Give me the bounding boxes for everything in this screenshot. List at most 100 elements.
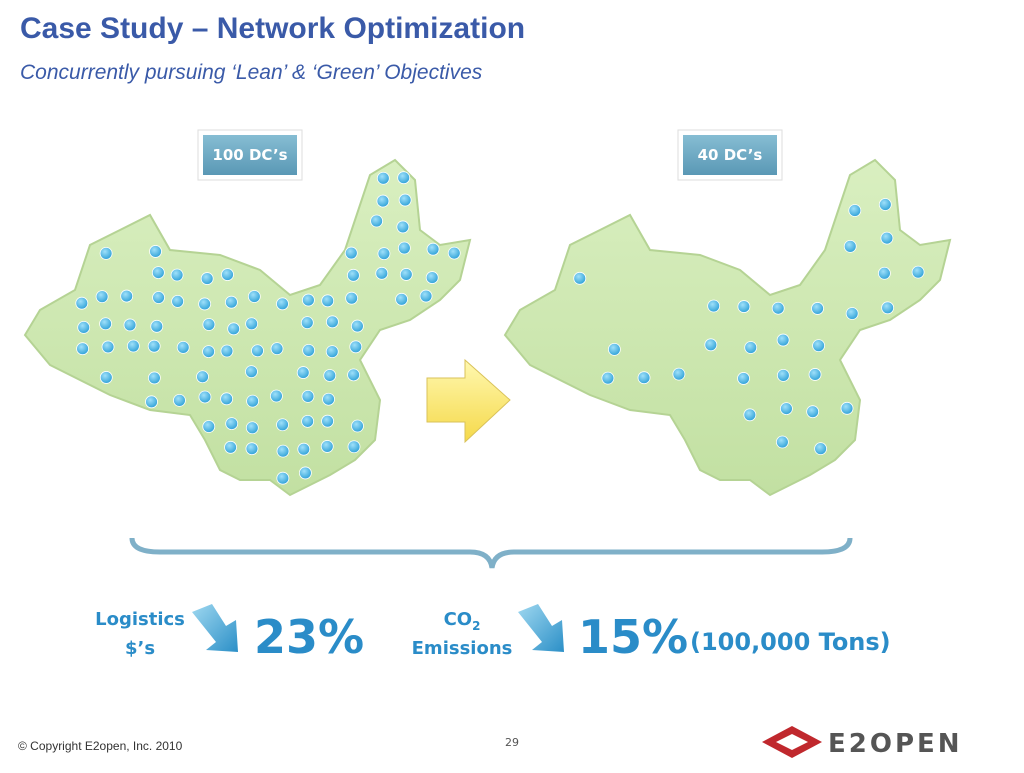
dc-dot	[573, 271, 587, 285]
dc-dot	[120, 289, 134, 303]
dc-dot	[151, 266, 165, 279]
down-arrow	[192, 604, 238, 652]
dc-dot	[220, 344, 234, 358]
dc-dot	[176, 340, 190, 354]
dc-dot	[224, 440, 237, 454]
co2-label: Emissions	[412, 638, 513, 659]
dc-dot	[302, 343, 316, 357]
dc-dot	[780, 402, 793, 415]
subtitle: Concurrently pursuing ‘Lean’ & ‘Green’ O…	[20, 61, 483, 84]
co2-main: CO	[444, 609, 473, 630]
dc-dot	[808, 368, 822, 381]
logo-mark	[762, 726, 822, 758]
dc-dot	[301, 414, 315, 428]
dc-dot	[198, 297, 212, 311]
co2-label: CO2	[444, 609, 481, 633]
dc-dot	[221, 268, 234, 281]
dc-dot	[302, 293, 315, 307]
dc-dot	[227, 322, 241, 336]
dc-dot	[737, 372, 750, 385]
dc-dot	[345, 291, 359, 305]
dc-dot	[245, 317, 259, 331]
dc-dot	[200, 272, 214, 285]
dc-dot	[101, 340, 115, 354]
dc-dot	[298, 466, 312, 480]
logistics-change: 23%	[254, 610, 364, 664]
dc-dot	[397, 241, 411, 255]
dc-dot	[75, 296, 89, 310]
map-after	[504, 159, 951, 496]
dc-dot	[322, 392, 335, 406]
dc-dot	[225, 417, 239, 430]
dc-dot	[806, 405, 820, 419]
dc-dot	[704, 338, 718, 352]
logo-text: E2OPEN	[828, 729, 963, 759]
dc-dot	[270, 342, 284, 356]
dc-dot	[744, 341, 758, 354]
dc-dot	[224, 295, 238, 309]
dc-dot	[771, 301, 785, 315]
dc-dot	[419, 289, 433, 303]
dc-dot	[376, 171, 390, 185]
dc-dot	[878, 266, 891, 280]
dc-dot	[811, 302, 824, 315]
dc-dot	[637, 371, 651, 385]
dc-dot	[95, 290, 109, 304]
dc-dot	[300, 316, 314, 330]
dc-dot	[246, 394, 260, 408]
dc-dot	[196, 370, 209, 384]
dc-dot	[349, 340, 363, 354]
brace	[129, 537, 853, 569]
dc-dot	[245, 421, 259, 435]
dc-dot	[601, 371, 615, 385]
transition-arrow	[426, 358, 511, 444]
dc-dot	[149, 245, 162, 258]
dc-dot	[99, 246, 113, 260]
dc-dot	[325, 345, 339, 359]
dc-dot	[251, 344, 264, 358]
dc-dot	[321, 294, 335, 308]
dc-dot	[99, 371, 113, 384]
dc-dot	[276, 471, 290, 485]
dc-dot	[395, 292, 409, 306]
dc-dot	[126, 339, 140, 353]
map-before	[24, 159, 471, 496]
dc-dot	[878, 198, 892, 211]
dc-dot	[147, 339, 161, 353]
dc-dot	[202, 318, 216, 331]
dc-dot	[270, 389, 283, 403]
dc-dot	[848, 204, 862, 217]
dc-dot	[397, 171, 411, 185]
dc-dot	[99, 317, 112, 331]
logistics-label: Logistics	[95, 609, 185, 630]
dc-dot	[276, 444, 290, 458]
dc-dot	[911, 265, 925, 279]
dc-dot	[76, 342, 89, 356]
dc-dot	[881, 301, 895, 315]
co2-note: (100,000 Tons)	[690, 628, 891, 656]
dc-dot	[607, 342, 621, 356]
dc-dot	[296, 366, 310, 379]
dc-dot	[399, 268, 413, 281]
dc-dot	[173, 393, 186, 407]
dc-dot	[396, 220, 410, 234]
dc-dot	[737, 300, 751, 313]
dc-dot	[370, 214, 384, 228]
dc-dot	[743, 408, 757, 422]
dc-dot	[346, 268, 360, 282]
dc-dot	[245, 442, 259, 456]
dc-dot	[347, 368, 360, 382]
dc-dot	[707, 299, 721, 313]
dc-dot	[170, 268, 184, 282]
dc-dot	[152, 291, 165, 304]
dc-dot	[377, 247, 391, 261]
dc-dot	[425, 271, 439, 284]
dc-dot	[276, 297, 289, 311]
page-number: 29	[505, 736, 519, 749]
label-box	[683, 135, 777, 175]
dc-dot	[375, 266, 389, 280]
dc-dot	[351, 319, 364, 333]
dc-dot	[321, 414, 334, 428]
dc-dot	[198, 390, 212, 404]
